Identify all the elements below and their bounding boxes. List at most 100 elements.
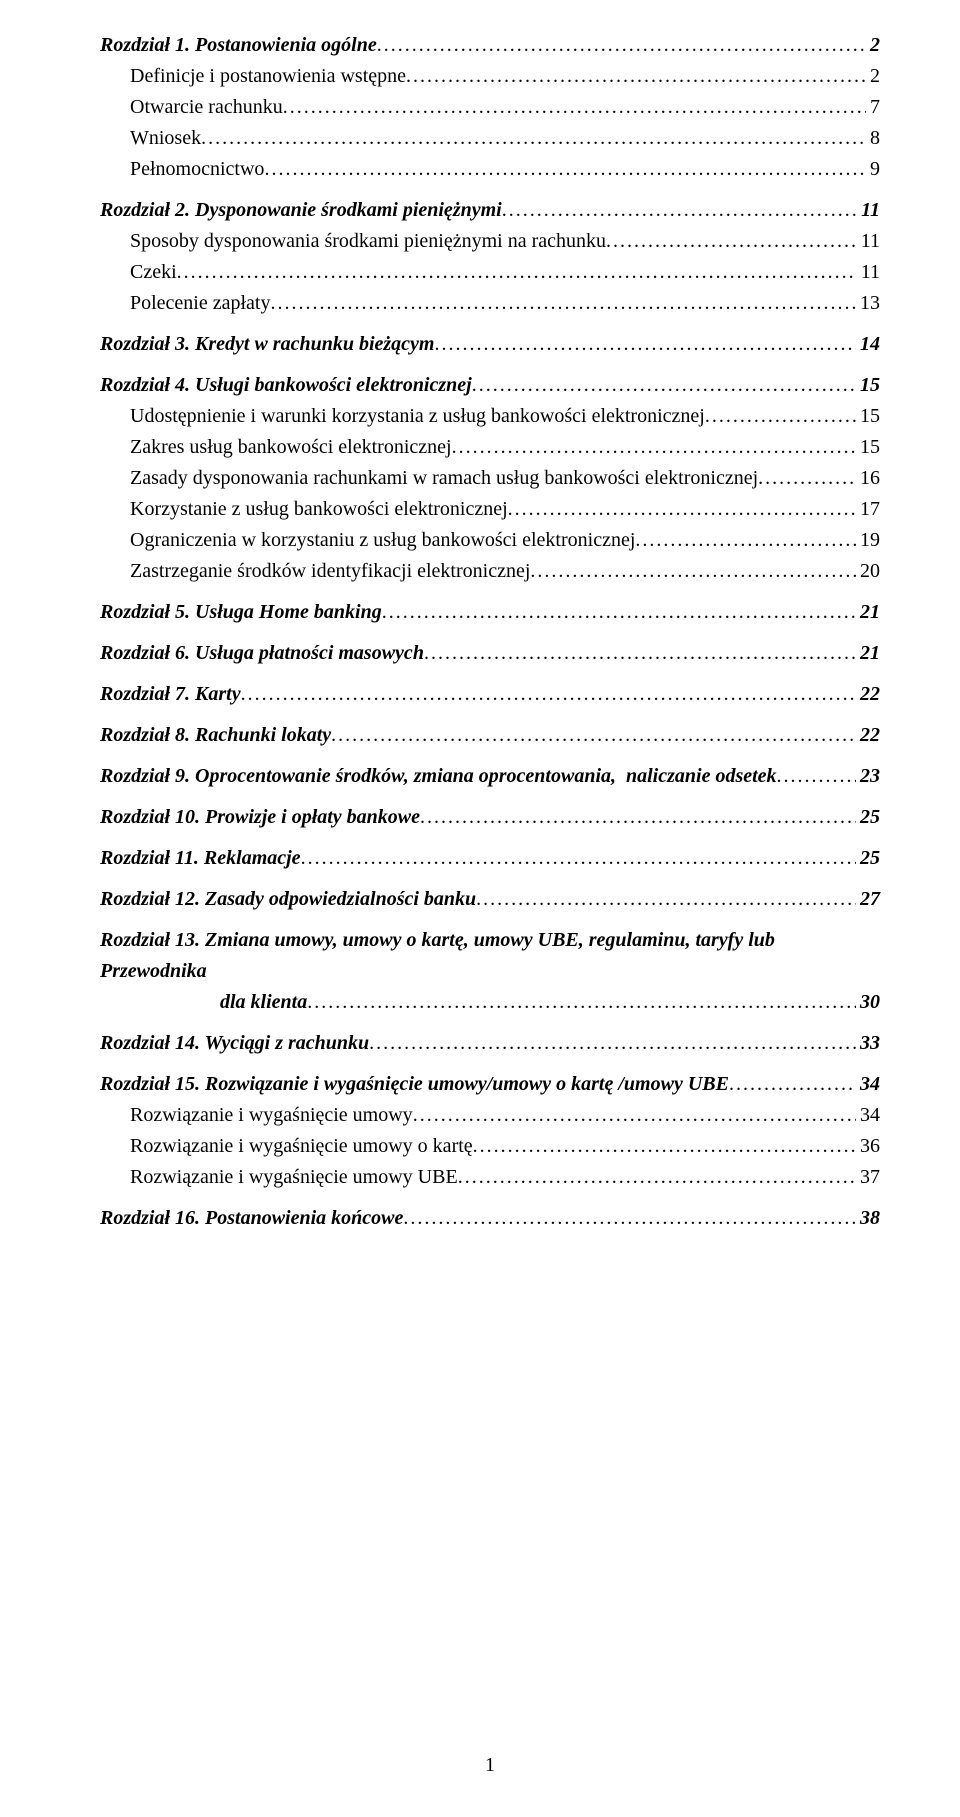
toc-page-number: 15 [856, 370, 880, 401]
toc-entry-wrapped: Rozdział 13. Zmiana umowy, umowy o kartę… [100, 925, 880, 1018]
toc-page-number: 27 [856, 884, 880, 915]
toc-chapter-entry: Rozdział 16. Postanowienia końcowe......… [100, 1203, 880, 1234]
toc-label: Rozdział 11. Reklamacje [100, 843, 301, 874]
toc-leader: ........................................… [777, 761, 856, 792]
toc-label: Zasady dysponowania rachunkami w ramach … [130, 463, 758, 494]
toc-label: Polecenie zapłaty [130, 288, 271, 319]
toc-label: Rozdział 7. Karty [100, 679, 241, 710]
toc-leader: ........................................… [472, 370, 856, 401]
toc-sub-entry: Definicje i postanowienia wstępne.......… [100, 61, 880, 92]
toc-leader: ........................................… [271, 288, 857, 319]
toc-label: Rozdział 10. Prowizje i opłaty bankowe [100, 802, 420, 833]
toc-chapter-entry: Rozdział 6. Usługa płatności masowych...… [100, 638, 880, 669]
toc-leader: ........................................… [458, 1162, 856, 1193]
toc-leader: ........................................… [530, 556, 856, 587]
toc-leader: ........................................… [729, 1069, 856, 1100]
toc-leader: ........................................… [406, 61, 866, 92]
toc-sub-entry: Zastrzeganie środków identyfikacji elekt… [100, 556, 880, 587]
toc-label: Rozdział 8. Rachunki lokaty [100, 720, 331, 751]
toc-leader: ........................................… [264, 154, 866, 185]
toc-page-number: 17 [856, 494, 880, 525]
toc-sub-entry: Polecenie zapłaty.......................… [100, 288, 880, 319]
toc-page-number: 36 [856, 1131, 880, 1162]
toc-leader: ........................................… [301, 843, 856, 874]
toc-label: Rozdział 14. Wyciągi z rachunku [100, 1028, 369, 1059]
toc-label: Rozdział 2. Dysponowanie środkami pienię… [100, 195, 502, 226]
toc-leader: ........................................… [424, 638, 856, 669]
toc-leader: ........................................… [705, 401, 856, 432]
toc-label: Rozdział 5. Usługa Home banking [100, 597, 382, 628]
toc-page-number: 14 [856, 329, 880, 360]
toc-page-number: 23 [856, 761, 880, 792]
toc-label: Rozdział 16. Postanowienia końcowe [100, 1203, 403, 1234]
document-page: Rozdział 1. Postanowienia ogólne........… [0, 0, 960, 1817]
toc-sub-entry: Wniosek.................................… [100, 123, 880, 154]
toc-chapter-entry: Rozdział 10. Prowizje i opłaty bankowe..… [100, 802, 880, 833]
toc-entry: dla klienta.............................… [100, 987, 880, 1018]
toc-label: Wniosek [130, 123, 201, 154]
toc-leader: ........................................… [420, 802, 856, 833]
toc-leader: ........................................… [377, 30, 866, 61]
toc-chapter-entry: Rozdział 8. Rachunki lokaty.............… [100, 720, 880, 751]
toc-leader: ........................................… [241, 679, 856, 710]
toc-page-number: 11 [857, 257, 880, 288]
toc-page-number: 38 [856, 1203, 880, 1234]
toc-leader: ........................................… [403, 1203, 856, 1234]
toc-sub-entry: Pełnomocnictwo..........................… [100, 154, 880, 185]
toc-leader: ........................................… [502, 195, 857, 226]
toc-page-number: 7 [866, 92, 880, 123]
toc-leader: ........................................… [201, 123, 866, 154]
toc-page-number: 22 [856, 679, 880, 710]
toc-label: Sposoby dysponowania środkami pieniężnym… [130, 226, 606, 257]
toc-page-number: 21 [856, 638, 880, 669]
toc-leader: ........................................… [473, 1131, 856, 1162]
toc-leader: ........................................… [635, 525, 856, 556]
toc-label: Rozwiązanie i wygaśnięcie umowy UBE [130, 1162, 458, 1193]
toc-label: Otwarcie rachunku [130, 92, 283, 123]
toc-page-number: 30 [856, 987, 880, 1018]
toc-page-number: 25 [856, 843, 880, 874]
toc-page-number: 20 [856, 556, 880, 587]
toc-chapter-entry: Rozdział 12. Zasady odpowiedzialności ba… [100, 884, 880, 915]
toc-chapter-entry: Rozdział 9. Oprocentowanie środków, zmia… [100, 761, 880, 792]
toc-chapter-entry: Rozdział 14. Wyciągi z rachunku.........… [100, 1028, 880, 1059]
toc-leader: ........................................… [606, 226, 857, 257]
toc-sub-entry: Korzystanie z usług bankowości elektroni… [100, 494, 880, 525]
toc-sub-entry: Otwarcie rachunku.......................… [100, 92, 880, 123]
toc-sub-entry: Zakres usług bankowości elektronicznej..… [100, 432, 880, 463]
toc-chapter-entry: Rozdział 2. Dysponowanie środkami pienię… [100, 195, 880, 226]
toc-label: Rozdział 12. Zasady odpowiedzialności ba… [100, 884, 476, 915]
toc-page-number: 8 [866, 123, 880, 154]
toc-label: Rozdział 3. Kredyt w rachunku bieżącym [100, 329, 434, 360]
toc-label: dla klienta [220, 987, 307, 1018]
toc-sub-entry: Zasady dysponowania rachunkami w ramach … [100, 463, 880, 494]
toc-chapter-entry: Rozdział 15. Rozwiązanie i wygaśnięcie u… [100, 1069, 880, 1100]
toc-leader: ........................................… [758, 463, 856, 494]
toc-sub-entry: Czeki...................................… [100, 257, 880, 288]
toc-label-line1: Rozdział 13. Zmiana umowy, umowy o kartę… [100, 925, 880, 987]
toc-leader: ........................................… [476, 884, 856, 915]
toc-page-number: 33 [856, 1028, 880, 1059]
toc-leader: ........................................… [382, 597, 856, 628]
toc-sub-entry: Rozwiązanie i wygaśnięcie umowy.........… [100, 1100, 880, 1131]
toc-page-number: 16 [856, 463, 880, 494]
toc-page-number: 11 [857, 195, 880, 226]
toc-leader: ........................................… [307, 987, 856, 1018]
toc-page-number: 34 [856, 1069, 880, 1100]
toc-page-number: 15 [856, 401, 880, 432]
page-number: 1 [100, 1754, 880, 1777]
toc-page-number: 2 [866, 30, 880, 61]
toc-label: Udostępnienie i warunki korzystania z us… [130, 401, 705, 432]
toc-page-number: 37 [856, 1162, 880, 1193]
toc-sub-entry: Ograniczenia w korzystaniu z usług banko… [100, 525, 880, 556]
toc-page-number: 21 [856, 597, 880, 628]
toc-page-number: 9 [866, 154, 880, 185]
toc-label: Zastrzeganie środków identyfikacji elekt… [130, 556, 530, 587]
toc-page-number: 34 [856, 1100, 880, 1131]
toc-label: Ograniczenia w korzystaniu z usług banko… [130, 525, 635, 556]
toc-leader: ........................................… [452, 432, 856, 463]
toc-leader: ........................................… [413, 1100, 856, 1131]
toc-chapter-entry: Rozdział 1. Postanowienia ogólne........… [100, 30, 880, 61]
toc-chapter-entry: Rozdział 7. Karty.......................… [100, 679, 880, 710]
toc-chapter-entry: Rozdział 4. Usługi bankowości elektronic… [100, 370, 880, 401]
